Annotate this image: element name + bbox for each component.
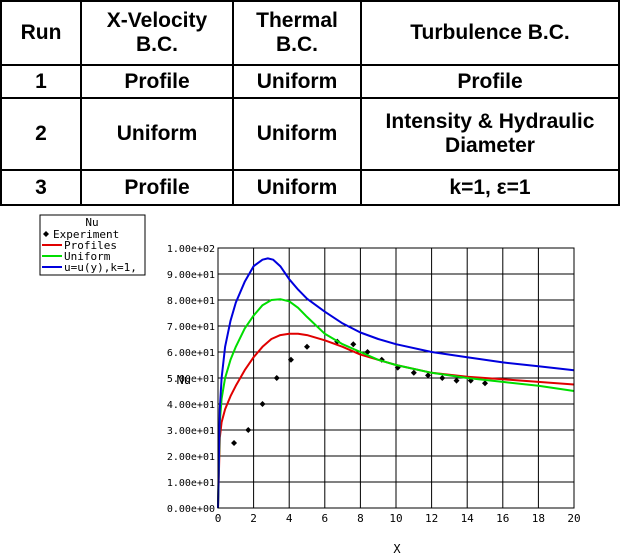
cell-thermal: Uniform (232, 169, 362, 206)
y-tick-label: 1.00e+01 (167, 478, 215, 489)
legend-entry-blue: u=u(y),k=1, (64, 261, 137, 274)
cell-x-velocity: Profile (80, 169, 234, 206)
cell-x-velocity: Uniform (80, 97, 234, 171)
x-tick-label: 20 (567, 512, 580, 525)
x-tick-label: 10 (389, 512, 402, 525)
experiment-point (410, 369, 417, 376)
x-tick-label: 2 (250, 512, 257, 525)
experiment-point (453, 377, 460, 384)
legend-entry-uniform: Uniform (64, 250, 111, 263)
y-tick-label: 8.00e+01 (167, 296, 215, 307)
experiment-point (350, 341, 357, 348)
cell-x-velocity: Profile (80, 64, 234, 99)
experiment-point (273, 375, 280, 381)
experiment-point (245, 427, 252, 433)
experiment-point (231, 440, 238, 446)
table-row: 2 Uniform Uniform Intensity & Hydraulic … (0, 97, 620, 171)
x-tick-label: 12 (425, 512, 438, 525)
cell-run: 2 (0, 97, 82, 171)
x-axis-label: X (393, 542, 401, 556)
plot-frame (217, 247, 575, 509)
x-tick-label: 4 (286, 512, 293, 525)
x-tick-label: 18 (532, 512, 545, 525)
y-tick-label: 1.00e+02 (167, 244, 215, 255)
experiment-point (439, 375, 446, 381)
cell-run: 3 (0, 169, 82, 206)
legend-entry-experiment: Experiment (53, 228, 119, 241)
cell-turbulence: k=1, ε=1 (360, 169, 620, 206)
table-row: 1 Profile Uniform Profile (0, 64, 620, 99)
series-line-uniform (217, 298, 575, 509)
experiment-point (287, 356, 294, 363)
cell-thermal: Uniform (232, 64, 362, 99)
header-run: Run (0, 0, 82, 66)
legend: Nu Experiment Profiles Uniform u=u(y),k=… (39, 214, 146, 276)
x-tick-label: 8 (357, 512, 364, 525)
axes: 0 2 4 6 8 10 12 14 16 18 20 0.00e+00 1.00e+01 2.00e+0… (167, 244, 581, 525)
x-tick-label: 0 (215, 512, 222, 525)
y-tick-label: 7.00e+01 (167, 322, 215, 333)
nu-chart: 0 2 4 6 8 10 12 14 16 18 20 0.00e+00 1.00e+01 2.00e+0… (39, 214, 581, 556)
header-x-velocity: X-Velocity B.C. (80, 0, 234, 66)
cell-turbulence: Intensity & Hydraulic Diameter (360, 97, 620, 171)
legend-title: Nu (85, 216, 98, 229)
y-tick-label: 5.00e+01 (167, 374, 215, 385)
header-thermal: Thermal B.C. (232, 0, 362, 66)
table-header-row: Run X-Velocity B.C. Thermal B.C. Turbule… (0, 0, 620, 66)
grid (217, 247, 575, 509)
y-tick-label: 6.00e+01 (167, 348, 215, 359)
experiment-point (425, 372, 432, 379)
y-tick-label: 9.00e+01 (167, 270, 215, 281)
legend-diamond-icon (43, 231, 49, 237)
table-row: 3 Profile Uniform k=1, ε=1 (0, 169, 620, 206)
y-tick-label: 3.00e+01 (167, 426, 215, 437)
series-line-u-u-y-k-1 (217, 257, 575, 509)
x-tick-label: 16 (496, 512, 509, 525)
experiment-point (482, 380, 488, 387)
y-tick-label: 4.00e+01 (167, 400, 215, 411)
cell-thermal: Uniform (232, 97, 362, 171)
series-group (217, 257, 575, 509)
legend-entry-profiles: Profiles (64, 239, 117, 252)
cell-turbulence: Profile (360, 64, 620, 99)
x-tick-label: 6 (321, 512, 328, 525)
experiment-point (259, 401, 266, 407)
y-axis-label: Nu (177, 373, 191, 387)
run-table: Run X-Velocity B.C. Thermal B.C. Turbule… (0, 0, 620, 206)
y-tick-label: 0.00e+00 (167, 504, 215, 515)
x-tick-label: 14 (461, 512, 475, 525)
y-tick-label: 2.00e+01 (167, 452, 215, 463)
experiment-point (304, 343, 310, 350)
header-turbulence: Turbulence B.C. (360, 0, 620, 66)
cell-run: 1 (0, 64, 82, 99)
